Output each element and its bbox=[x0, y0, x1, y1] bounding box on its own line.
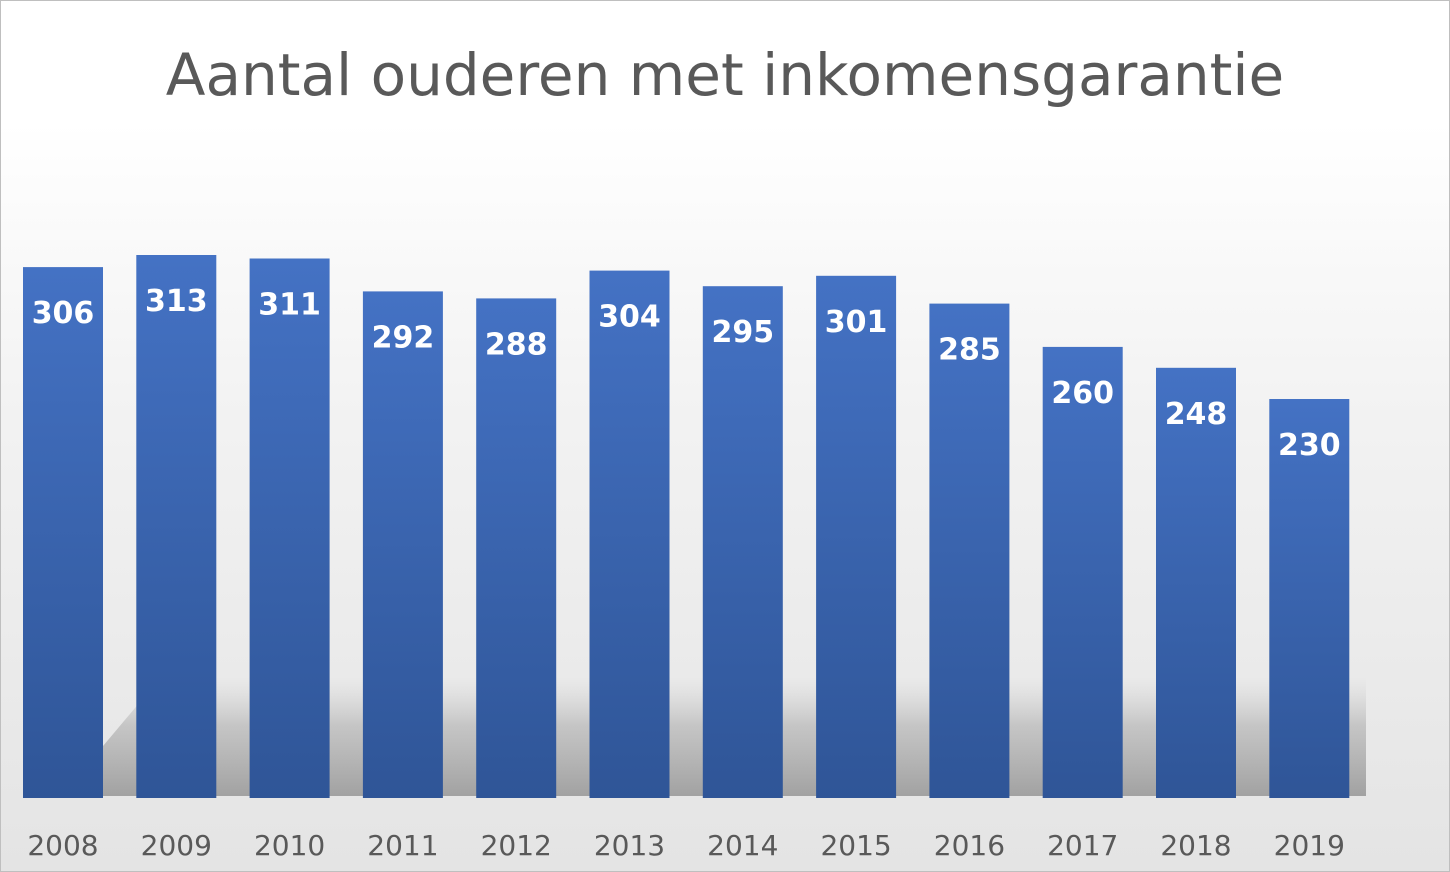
bar-2012 bbox=[476, 298, 557, 798]
data-label-2013: 304 bbox=[598, 300, 661, 335]
x-tick-2019: 2019 bbox=[1274, 829, 1345, 862]
bar-2019 bbox=[1269, 399, 1350, 798]
x-tick-2008: 2008 bbox=[27, 829, 98, 862]
data-label-2018: 248 bbox=[1165, 397, 1228, 432]
data-label-2010: 311 bbox=[258, 288, 321, 323]
bar-2018 bbox=[1156, 367, 1236, 798]
x-tick-2015: 2015 bbox=[820, 829, 891, 862]
x-tick-2011: 2011 bbox=[367, 829, 438, 862]
data-label-2015: 301 bbox=[825, 305, 888, 340]
bar-2010 bbox=[249, 258, 330, 798]
bar-2011 bbox=[362, 291, 443, 798]
bar-2008 bbox=[23, 267, 103, 799]
data-label-2008: 306 bbox=[32, 296, 95, 331]
bar-2014 bbox=[702, 286, 783, 798]
bar-2009 bbox=[136, 255, 217, 798]
bar-2016 bbox=[929, 303, 1010, 798]
bar-2015 bbox=[816, 275, 897, 798]
x-tick-2009: 2009 bbox=[141, 829, 212, 862]
chart-title: Aantal ouderen met inkomensgarantie bbox=[165, 41, 1285, 109]
x-tick-2014: 2014 bbox=[707, 829, 778, 862]
x-tick-2016: 2016 bbox=[934, 829, 1005, 862]
x-tick-2018: 2018 bbox=[1160, 829, 1231, 862]
data-label-2011: 292 bbox=[372, 320, 435, 355]
data-label-2017: 260 bbox=[1051, 376, 1114, 411]
x-tick-2012: 2012 bbox=[481, 829, 552, 862]
bar-2017 bbox=[1042, 346, 1123, 798]
data-label-2019: 230 bbox=[1278, 428, 1341, 463]
x-tick-2010: 2010 bbox=[254, 829, 325, 862]
data-label-2012: 288 bbox=[485, 327, 548, 362]
data-label-2014: 295 bbox=[711, 315, 774, 350]
x-tick-2013: 2013 bbox=[594, 829, 665, 862]
bars-layer bbox=[23, 255, 1350, 799]
x-axis-tick-labels: 2008 2009 2010 2011 2012 2013 2014 2015 2016 2017… bbox=[27, 829, 1345, 862]
data-label-2016: 285 bbox=[938, 333, 1001, 368]
bar-2013 bbox=[589, 270, 670, 799]
x-tick-2017: 2017 bbox=[1047, 829, 1118, 862]
data-labels-layer: 306 313 311 292 288 304 295 301 285 260 248 230 bbox=[32, 284, 1341, 463]
data-label-2009: 313 bbox=[145, 284, 208, 319]
